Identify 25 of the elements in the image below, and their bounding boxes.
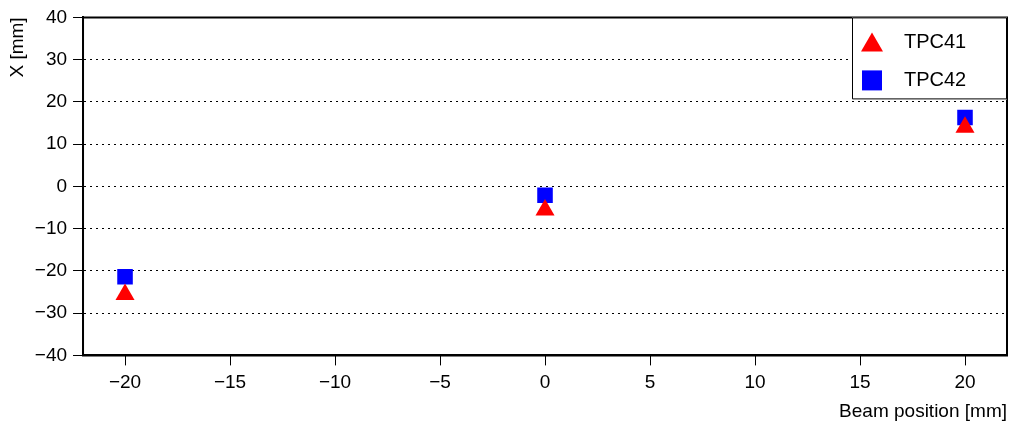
y-tick-label: −10 (34, 216, 68, 238)
y-tick-label: 20 (45, 90, 68, 112)
point (115, 283, 135, 301)
x-tick-label: 5 (644, 371, 656, 393)
y-tick-label: −20 (34, 259, 68, 281)
y-tick-label: −30 (34, 301, 68, 323)
point (537, 187, 553, 204)
x-tick-label: 20 (954, 371, 976, 393)
legend-label: TPC42 (904, 67, 967, 90)
point (535, 199, 555, 216)
x-tick-label: −10 (318, 371, 352, 393)
x-tick-label: −15 (213, 371, 247, 393)
x-tick-label: 10 (744, 371, 766, 393)
y-tick-label: −40 (34, 343, 68, 365)
x-tick-label: −20 (108, 371, 142, 393)
x-tick-label: 15 (849, 371, 871, 393)
legend-label: TPC41 (904, 29, 967, 52)
x-axis-title: Beam position [mm] (839, 399, 1007, 421)
x-tick-label: 0 (539, 371, 551, 393)
y-tick-label: 30 (45, 47, 68, 69)
y-tick-label: 10 (45, 132, 68, 154)
y-axis-title: X [mm] (5, 17, 27, 78)
y-tick-label: 0 (56, 174, 68, 196)
y-tick-label: 40 (45, 5, 68, 27)
x-tick-label: −5 (429, 371, 451, 393)
